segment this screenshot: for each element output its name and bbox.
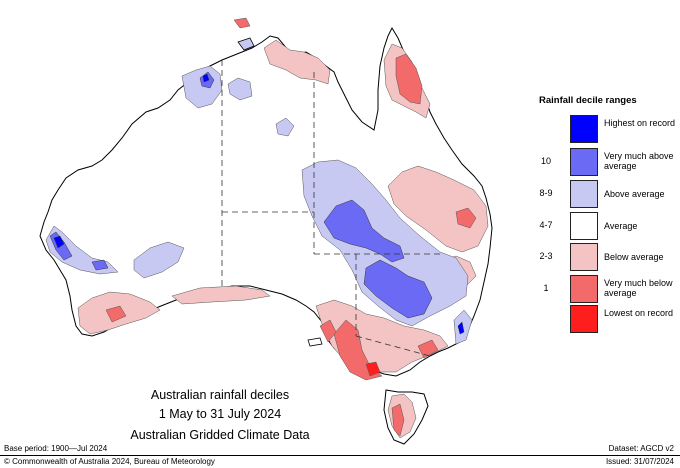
legend-code: 4-7 xyxy=(539,220,553,230)
legend-item-very-much-above: 10 Very much above average xyxy=(532,148,674,177)
very-much-below-qld-east xyxy=(455,207,477,229)
very-much-above-wa-spot xyxy=(91,259,109,271)
very-much-below-victoria-east xyxy=(417,339,439,359)
very-much-below-sa-gulf xyxy=(319,319,337,343)
map-title-line3: Australian Gridded Climate Data xyxy=(130,428,310,442)
legend-label: Very much below average xyxy=(604,278,673,298)
melville-island xyxy=(237,37,255,51)
very-much-below-kimberley-coast xyxy=(233,17,251,29)
legend-swatch-very-much-below xyxy=(570,275,598,303)
legend-swatch-highest xyxy=(570,115,598,143)
legend-item-very-much-below: 1 Very much below average xyxy=(532,275,673,304)
very-much-below-cape-york xyxy=(395,53,423,105)
legend-code: 1 xyxy=(543,283,549,293)
legend-label: Below average xyxy=(604,252,664,262)
very-much-above-sa-nsw xyxy=(363,259,433,319)
kangaroo-island xyxy=(307,337,323,347)
map-title-line1: Australian rainfall deciles xyxy=(150,388,290,402)
highest-on-record-nsw-coast xyxy=(457,321,465,335)
very-much-below-tasmania xyxy=(391,403,405,437)
legend-item-highest: Highest on record xyxy=(532,115,675,144)
legend-swatch-below xyxy=(570,243,598,271)
below-average-queensland xyxy=(387,165,489,253)
legend-item-lowest: Lowest on record xyxy=(532,305,673,334)
legend-swatch-very-much-above xyxy=(570,148,598,176)
legend-label: Lowest on record xyxy=(604,308,674,318)
above-average-nt-patch xyxy=(275,117,295,137)
footer-divider xyxy=(0,455,680,456)
highest-on-record-wa xyxy=(53,235,65,249)
copyright: © Commonwealth of Australia 2024, Bureau… xyxy=(4,457,215,466)
below-average-top-end xyxy=(263,39,331,85)
legend-label: Highest on record xyxy=(604,118,676,128)
above-average-wa-inland xyxy=(133,241,185,279)
legend-item-above: 8-9 Above average xyxy=(532,180,672,209)
legend-code: 8-9 xyxy=(539,188,553,198)
state-borders xyxy=(221,60,444,357)
dataset-label: Dataset: AGCD v2 xyxy=(608,444,674,453)
legend-code: 10 xyxy=(540,156,551,166)
legend-title: Rainfall decile ranges xyxy=(539,95,637,106)
legend-label: Very much above average xyxy=(604,151,674,171)
very-much-above-interior xyxy=(323,199,405,263)
above-average-kimberley-east xyxy=(227,77,253,101)
legend-item-average: 4-7 Average xyxy=(532,212,672,241)
very-much-below-wa-spot xyxy=(105,305,127,323)
legend-label: Average xyxy=(604,221,638,231)
lowest-on-record-vic xyxy=(365,361,381,377)
legend-item-below: 2-3 Below average xyxy=(532,243,672,272)
legend-code: 2-3 xyxy=(539,251,553,261)
issued-date: Issued: 31/07/2024 xyxy=(605,457,674,466)
legend-swatch-lowest xyxy=(570,305,598,333)
highest-on-record-kimberley xyxy=(202,73,210,83)
base-period: Base period: 1900—Jul 2024 xyxy=(4,444,108,453)
legend-swatch-average xyxy=(570,212,598,240)
map-title-line2: 1 May to 31 July 2024 xyxy=(158,407,282,421)
below-average-nullarbor xyxy=(171,285,271,305)
legend-swatch-above xyxy=(570,180,598,208)
legend-label: Above average xyxy=(604,189,665,199)
